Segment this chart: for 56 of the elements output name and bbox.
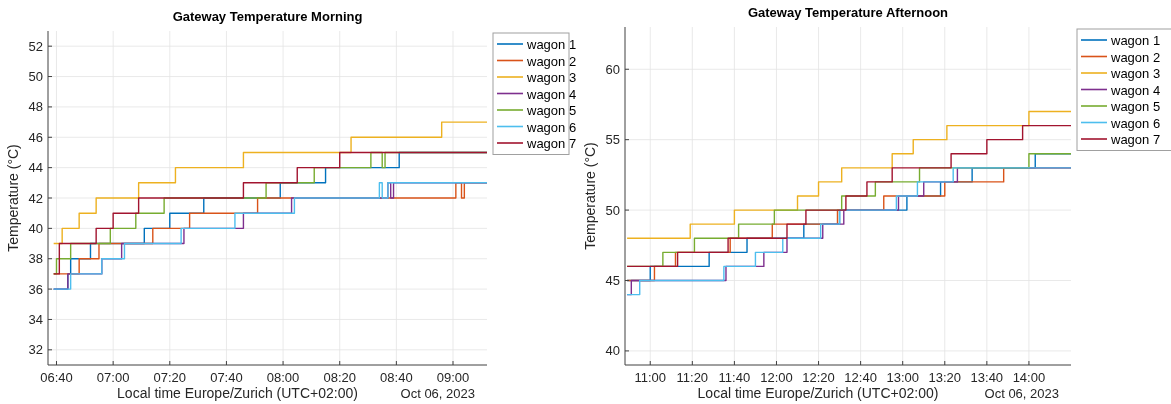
legend-label: wagon 4	[526, 86, 577, 102]
x-tick-label: 12:20	[802, 370, 835, 385]
legend-label: wagon 6	[526, 119, 577, 135]
y-tick-label: 32	[28, 342, 43, 358]
y-tick-label: 50	[28, 69, 43, 85]
legend-label: wagon 3	[526, 70, 577, 85]
y-tick-label: 42	[28, 190, 43, 206]
y-tick-label: 50	[605, 202, 620, 218]
legend-label: wagon 4	[1110, 82, 1161, 98]
y-tick-label: 46	[28, 129, 43, 145]
legend-label: wagon 3	[1110, 66, 1161, 81]
y-tick-label: 38	[28, 251, 43, 267]
y-tick-label: 44	[28, 160, 43, 176]
y-tick-label: 34	[28, 311, 43, 327]
y-axis-title: Temperature (°C)	[582, 142, 598, 250]
y-tick-label: 52	[28, 38, 43, 54]
x-tick-label: 07:00	[96, 370, 130, 385]
legend-label: wagon 2	[1110, 49, 1161, 65]
y-tick-label: 55	[605, 132, 620, 148]
legend-label: wagon 1	[1110, 33, 1161, 48]
x-axis-title: Local time Europe/Zurich (UTC+02:00)	[117, 385, 358, 401]
x-tick-label: 11:00	[634, 370, 667, 385]
text: Oct 06, 2023	[400, 386, 475, 401]
y-tick-label: 60	[605, 61, 620, 77]
x-tick-label: 11:20	[676, 370, 709, 385]
x-tick-label: 09:00	[436, 370, 470, 385]
legend-label: wagon 7	[1110, 132, 1161, 147]
y-axis-title: Temperature (°C)	[5, 144, 21, 252]
x-tick-label: 13:20	[928, 370, 962, 385]
y-tick-label: 48	[28, 99, 43, 115]
text: Oct 06, 2023	[984, 386, 1059, 401]
x-tick-label: 07:40	[210, 370, 243, 385]
chart-title: Gateway Temperature Morning	[172, 9, 363, 24]
chart-title: Gateway Temperature Afternoon	[747, 5, 949, 20]
x-tick-label: 11:40	[718, 370, 751, 385]
x-tick-label: 08:00	[266, 370, 300, 385]
legend-label: wagon 6	[1110, 115, 1161, 131]
x-tick-label: 08:20	[323, 370, 356, 385]
legend-label: wagon 7	[526, 136, 577, 151]
y-tick-label: 40	[605, 343, 620, 359]
legend-label: wagon 1	[526, 37, 577, 52]
x-tick-label: 13:00	[886, 370, 919, 385]
legend-label: wagon 5	[526, 103, 577, 118]
y-tick-label: 40	[28, 220, 43, 236]
x-tick-label: 12:40	[844, 370, 877, 385]
x-tick-label: 13:40	[970, 370, 1004, 385]
x-axis-title: Local time Europe/Zurich (UTC+02:00)	[697, 385, 939, 401]
x-tick-label: 08:40	[380, 370, 413, 385]
x-tick-label: 12:00	[760, 370, 793, 385]
legend-label: wagon 5	[1110, 99, 1161, 114]
legend-label: wagon 2	[526, 53, 577, 69]
x-tick-label: 07:20	[153, 370, 187, 385]
x-tick-label: 06:40	[40, 370, 73, 385]
x-tick-label: 14:00	[1012, 370, 1046, 385]
y-tick-label: 45	[605, 273, 620, 288]
y-tick-label: 36	[28, 281, 43, 297]
